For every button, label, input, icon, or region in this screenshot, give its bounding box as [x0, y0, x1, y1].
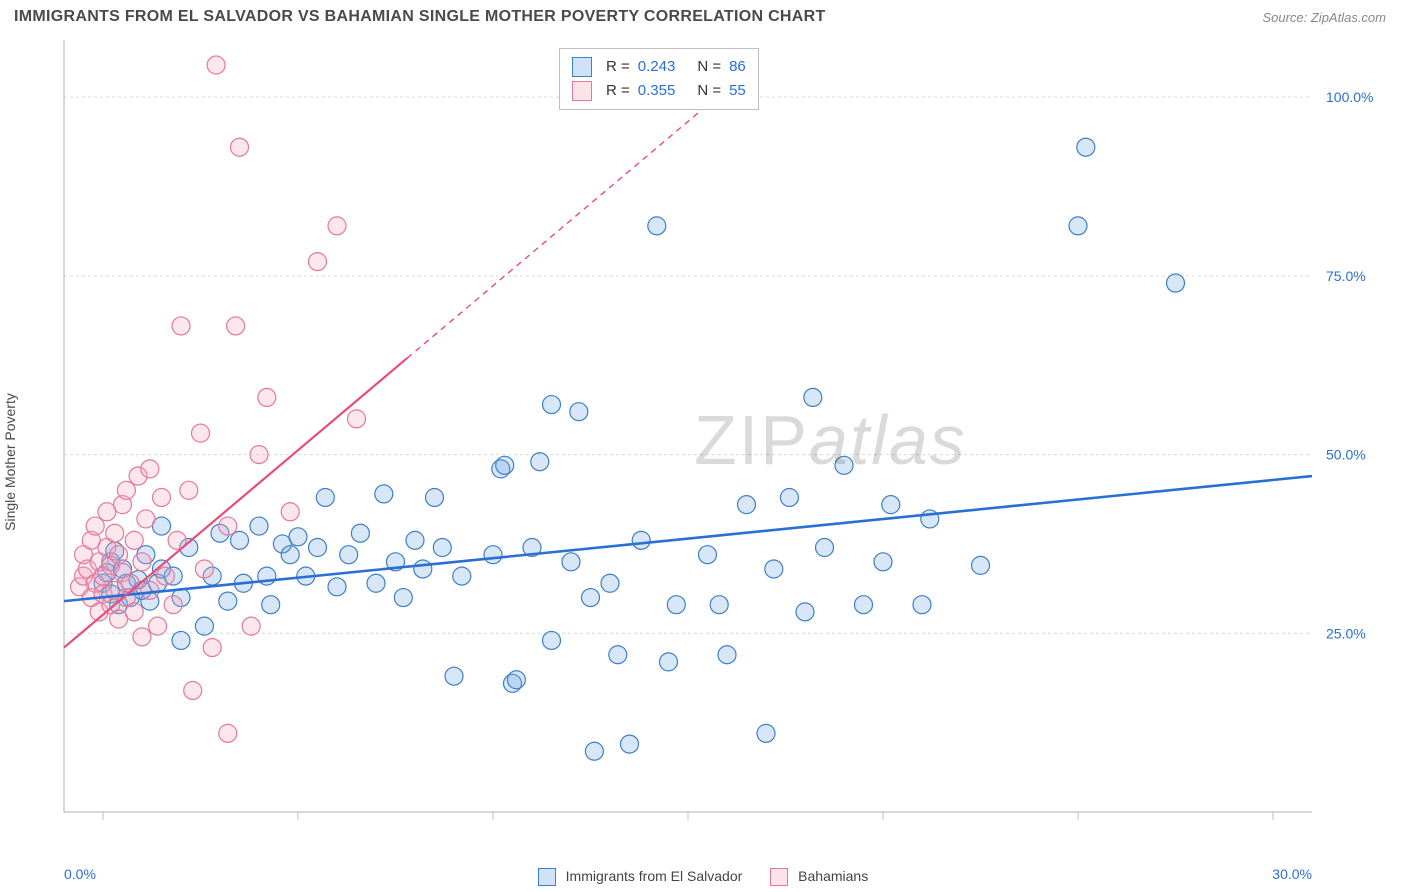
legend-item-bahamians: Bahamians	[770, 868, 868, 886]
chart-container: Single Mother Poverty 25.0%50.0%75.0%100…	[14, 40, 1392, 884]
scatter-chart: 25.0% 50.0% 75.0% 100.0%	[14, 40, 1392, 884]
source-name: ZipAtlas.com	[1311, 10, 1386, 25]
legend-item-elsalvador: Immigrants from El Salvador	[538, 868, 743, 886]
legend-label-elsalvador: Immigrants from El Salvador	[566, 868, 743, 884]
stats-row-bahamians: R = 0.355N = 55	[572, 79, 746, 103]
stats-row-elsalvador: R = 0.243N = 86	[572, 55, 746, 79]
legend-swatch-elsalvador	[538, 868, 556, 886]
source-prefix: Source:	[1262, 10, 1310, 25]
y-axis-label: Single Mother Poverty	[2, 393, 18, 531]
svg-text:50.0%: 50.0%	[1326, 447, 1366, 463]
svg-text:75.0%: 75.0%	[1326, 268, 1366, 284]
bottom-legend: Immigrants from El Salvador Bahamians	[14, 868, 1392, 886]
svg-text:25.0%: 25.0%	[1326, 625, 1366, 641]
legend-swatch-bahamians	[770, 868, 788, 886]
chart-title: IMMIGRANTS FROM EL SALVADOR VS BAHAMIAN …	[14, 8, 826, 26]
stats-legend-box: R = 0.243N = 86R = 0.355N = 55	[559, 48, 759, 110]
svg-text:100.0%: 100.0%	[1326, 89, 1373, 105]
source-attribution: Source: ZipAtlas.com	[1262, 10, 1386, 25]
legend-label-bahamians: Bahamians	[798, 868, 868, 884]
